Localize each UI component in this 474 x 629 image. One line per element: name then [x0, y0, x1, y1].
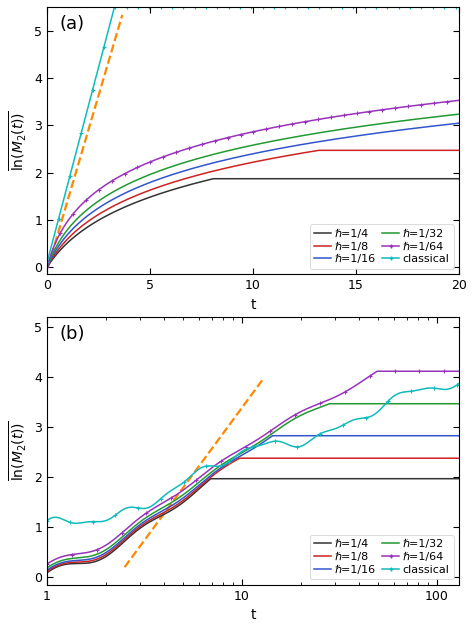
- Legend: ℏ=1/4, ℏ=1/8, ℏ=1/16, ℏ=1/32, ℏ=1/64, classical: ℏ=1/4, ℏ=1/8, ℏ=1/16, ℏ=1/32, ℏ=1/64, cl…: [310, 225, 454, 269]
- X-axis label: t: t: [250, 608, 256, 622]
- Text: (a): (a): [59, 15, 84, 33]
- Text: (b): (b): [59, 325, 85, 343]
- Y-axis label: $\overline{\ln(M_2(t))}$: $\overline{\ln(M_2(t))}$: [7, 421, 28, 481]
- X-axis label: t: t: [250, 298, 256, 312]
- Y-axis label: $\overline{\ln(M_2(t))}$: $\overline{\ln(M_2(t))}$: [7, 111, 28, 170]
- Legend: ℏ=1/4, ℏ=1/8, ℏ=1/16, ℏ=1/32, ℏ=1/64, classical: ℏ=1/4, ℏ=1/8, ℏ=1/16, ℏ=1/32, ℏ=1/64, cl…: [310, 535, 454, 579]
